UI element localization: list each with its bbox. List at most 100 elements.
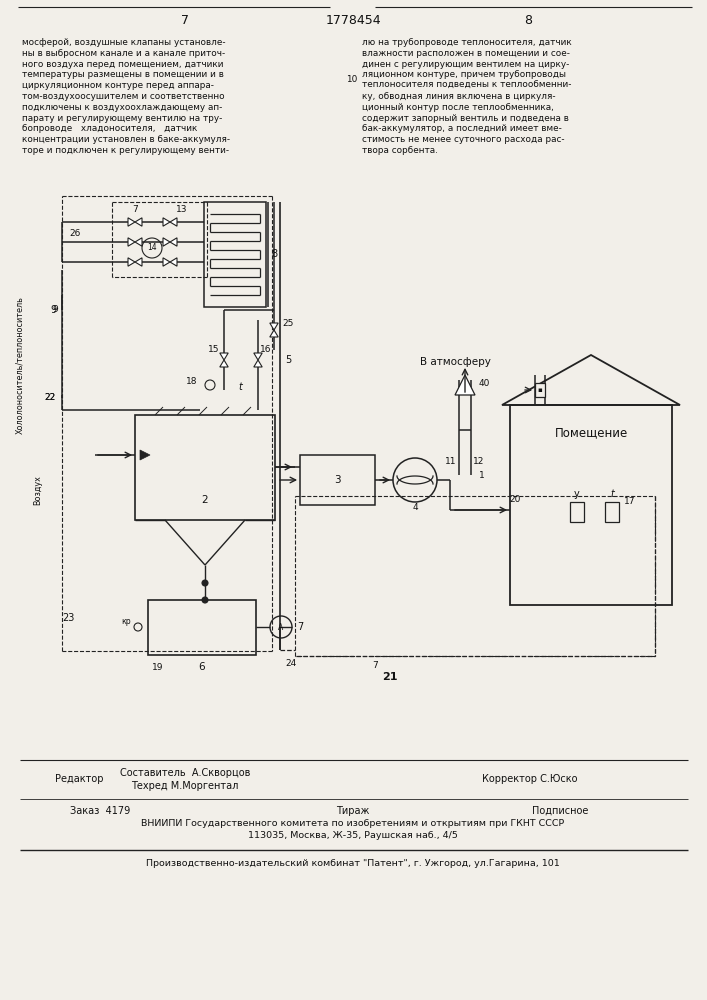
Text: 10: 10 — [346, 75, 358, 84]
Text: 24: 24 — [285, 658, 296, 668]
Text: В атмосферу: В атмосферу — [419, 357, 491, 367]
Polygon shape — [270, 323, 278, 330]
Text: 8: 8 — [524, 14, 532, 27]
Text: 21: 21 — [382, 672, 398, 682]
Bar — [605, 502, 619, 522]
Text: ляционном контуре, причем трубопроводы: ляционном контуре, причем трубопроводы — [362, 70, 566, 79]
Polygon shape — [254, 360, 262, 367]
Text: 9: 9 — [50, 305, 56, 315]
Polygon shape — [128, 238, 135, 246]
Text: бопроводе   хладоносителя,   датчик: бопроводе хладоносителя, датчик — [22, 124, 197, 133]
Text: 7: 7 — [132, 206, 138, 215]
Text: 2: 2 — [201, 495, 209, 505]
Text: лю на трубопроводе теплоносителя, датчик: лю на трубопроводе теплоносителя, датчик — [362, 38, 572, 47]
Text: циркуляционном контуре перед аппара-: циркуляционном контуре перед аппара- — [22, 81, 214, 90]
Polygon shape — [220, 353, 228, 360]
Text: 16: 16 — [260, 346, 271, 355]
Polygon shape — [128, 258, 135, 266]
Text: концентрации установлен в баке-аккумуля-: концентрации установлен в баке-аккумуля- — [22, 135, 230, 144]
Text: динен с регулирующим вентилем на цирку-: динен с регулирующим вентилем на цирку- — [362, 60, 569, 69]
Text: 22: 22 — [45, 393, 56, 402]
Text: Редактор: Редактор — [55, 774, 103, 784]
Text: 23: 23 — [62, 613, 74, 623]
Text: стимость не менее суточного расхода рас-: стимость не менее суточного расхода рас- — [362, 135, 565, 144]
Text: температуры размещены в помещении и в: температуры размещены в помещении и в — [22, 70, 224, 79]
Polygon shape — [128, 218, 135, 226]
Text: влажности расположен в помещении и сое-: влажности расположен в помещении и сое- — [362, 49, 570, 58]
Polygon shape — [163, 218, 170, 226]
Bar — [148, 600, 256, 655]
Text: ны в выбросном канале и а канале приточ-: ны в выбросном канале и а канале приточ- — [22, 49, 226, 58]
Text: ку, обводная линия включена в циркуля-: ку, обводная линия включена в циркуля- — [362, 92, 556, 101]
Text: твора сорбента.: твора сорбента. — [362, 146, 438, 155]
Bar — [300, 455, 375, 505]
Text: Производственно-издательский комбинат "Патент", г. Ужгород, ул.Гагарина, 101: Производственно-издательский комбинат "П… — [146, 859, 560, 868]
Text: содержит запорный вентиль и подведена в: содержит запорный вентиль и подведена в — [362, 114, 569, 123]
Bar — [135, 415, 275, 520]
Circle shape — [202, 580, 208, 586]
Polygon shape — [455, 375, 475, 395]
Text: 1: 1 — [479, 471, 485, 480]
Polygon shape — [163, 238, 170, 246]
Text: Воздух: Воздух — [33, 475, 42, 505]
Text: 40: 40 — [479, 378, 491, 387]
Text: Хололоноситель/теплоноситель: Хололоноситель/теплоноситель — [16, 296, 25, 434]
Text: 25: 25 — [282, 318, 293, 328]
Text: том-воздухоосушителем и соответственно: том-воздухоосушителем и соответственно — [22, 92, 225, 101]
Text: Подписное: Подписное — [532, 806, 588, 816]
Polygon shape — [254, 353, 262, 360]
Polygon shape — [135, 258, 142, 266]
Text: бак-аккумулятор, а последний имеет вме-: бак-аккумулятор, а последний имеет вме- — [362, 124, 562, 133]
Bar — [570, 502, 584, 522]
Text: 4: 4 — [412, 504, 418, 512]
Text: Составитель  А.Скворцов: Составитель А.Скворцов — [119, 768, 250, 778]
Text: 13: 13 — [176, 206, 188, 215]
Text: 19: 19 — [152, 662, 164, 672]
Text: Заказ  4179: Заказ 4179 — [70, 806, 130, 816]
Polygon shape — [170, 218, 177, 226]
Text: мосферой, воздушные клапаны установле-: мосферой, воздушные клапаны установле- — [22, 38, 226, 47]
Text: A: A — [279, 622, 284, 632]
Text: 18: 18 — [186, 377, 198, 386]
Text: 11: 11 — [445, 458, 457, 466]
Polygon shape — [135, 238, 142, 246]
Text: 6: 6 — [199, 662, 205, 672]
Bar — [535, 383, 545, 397]
Polygon shape — [270, 330, 278, 337]
Text: 7: 7 — [297, 622, 303, 632]
Text: Корректор С.Юско: Корректор С.Юско — [482, 774, 578, 784]
Text: 17: 17 — [624, 497, 636, 506]
Polygon shape — [163, 258, 170, 266]
Text: подключены к воздухоохлаждающему ап-: подключены к воздухоохлаждающему ап- — [22, 103, 223, 112]
Text: 7: 7 — [181, 14, 189, 27]
Text: 9: 9 — [52, 306, 58, 314]
Text: кр: кр — [121, 616, 131, 626]
Text: 22: 22 — [45, 393, 56, 402]
Text: 15: 15 — [209, 346, 220, 355]
Polygon shape — [170, 238, 177, 246]
Polygon shape — [140, 450, 150, 460]
Text: 7: 7 — [372, 660, 378, 670]
Text: Тираж: Тираж — [337, 806, 370, 816]
Text: Помещение: Помещение — [554, 426, 628, 440]
Text: 20: 20 — [509, 495, 520, 504]
Text: 5: 5 — [285, 355, 291, 365]
Polygon shape — [220, 360, 228, 367]
Text: 26: 26 — [69, 229, 81, 237]
Text: 14: 14 — [147, 243, 157, 252]
Text: ВНИИПИ Государственного комитета по изобретениям и открытиям при ГКНТ СССР: ВНИИПИ Государственного комитета по изоб… — [141, 818, 565, 828]
Text: ционный контур после теплообменника,: ционный контур после теплообменника, — [362, 103, 554, 112]
Text: 8: 8 — [271, 249, 277, 259]
Text: 3: 3 — [334, 475, 340, 485]
Polygon shape — [170, 258, 177, 266]
Text: Техред М.Моргентал: Техред М.Моргентал — [132, 781, 239, 791]
Text: t: t — [610, 489, 614, 499]
Text: 113035, Москва, Ж-35, Раушская наб., 4/5: 113035, Москва, Ж-35, Раушская наб., 4/5 — [248, 830, 458, 840]
Text: t: t — [238, 382, 242, 392]
Text: парату и регулирующему вентилю на тру-: парату и регулирующему вентилю на тру- — [22, 114, 223, 123]
Text: ного воздуха перед помещением, датчики: ного воздуха перед помещением, датчики — [22, 60, 223, 69]
Bar — [510, 405, 672, 605]
Text: 12: 12 — [473, 458, 485, 466]
Text: 1778454: 1778454 — [325, 14, 381, 27]
Text: у: у — [574, 489, 580, 499]
